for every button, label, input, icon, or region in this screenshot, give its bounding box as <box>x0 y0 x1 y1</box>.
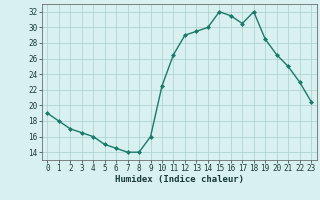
X-axis label: Humidex (Indice chaleur): Humidex (Indice chaleur) <box>115 175 244 184</box>
